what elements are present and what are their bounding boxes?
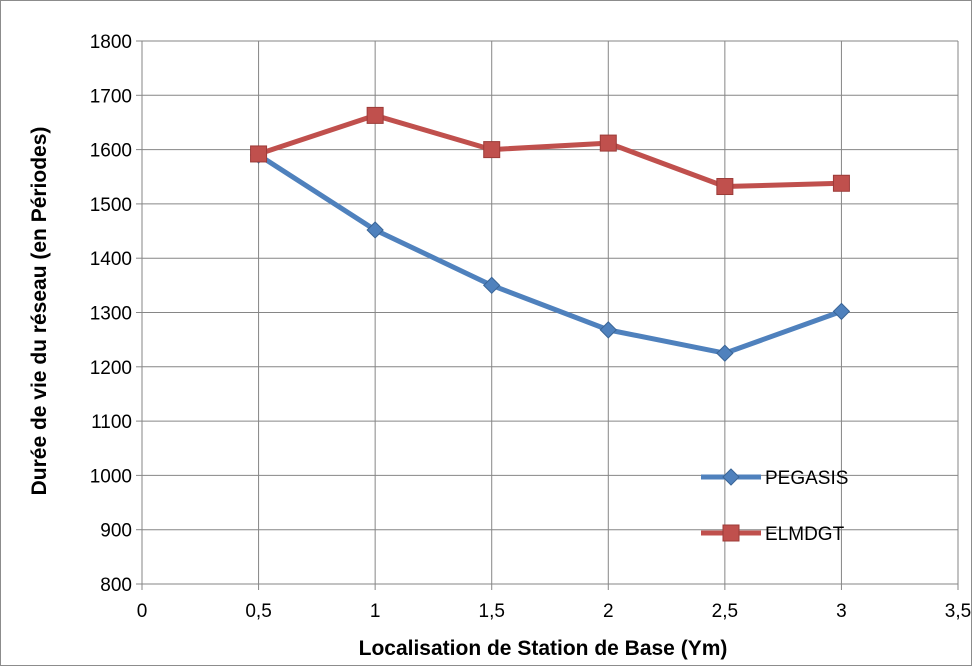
data-point-elmdgt <box>716 178 734 196</box>
x-tick-label: 2 <box>603 601 614 622</box>
y-tick-label: 1700 <box>90 86 132 107</box>
y-tick-label: 1400 <box>90 249 132 270</box>
data-point-pegasis <box>716 344 734 362</box>
data-point-pegasis <box>483 276 501 295</box>
data-point-pegasis <box>832 302 851 321</box>
data-point-elmdgt <box>366 106 384 124</box>
y-tick-label: 1600 <box>90 141 132 162</box>
y-tick-label: 1100 <box>91 412 132 433</box>
series-line-elmdgt <box>257 112 842 190</box>
legend: PEGASIS ELMDGT <box>701 468 848 545</box>
y-tick-label: 1200 <box>90 358 132 379</box>
data-point-elmdgt <box>832 174 850 192</box>
y-tick-labels: 800 900 1000 1100 1200 1300 1400 1500 1600 1700 18… <box>90 32 132 596</box>
y-tick-label: 800 <box>100 575 132 596</box>
series <box>249 106 851 362</box>
x-tick-label: 0 <box>137 601 148 622</box>
data-point-pegasis <box>366 221 384 239</box>
legend-label-pegasis: PEGASIS <box>765 468 848 489</box>
x-tick-label: 1,5 <box>479 601 505 622</box>
axes <box>136 40 959 590</box>
legend-marker-pegasis <box>722 468 740 486</box>
y-tick-label: 1000 <box>90 466 132 487</box>
y-axis-title: Durée de vie du réseau (en Périodes) <box>28 127 51 496</box>
y-tick-label: 1500 <box>90 195 132 216</box>
x-tick-label: 0,5 <box>245 601 271 622</box>
legend-label-elmdgt: ELMDGT <box>765 524 845 545</box>
x-tick-label: 2,5 <box>712 601 738 622</box>
y-tick-label: 900 <box>100 521 132 542</box>
x-tick-label: 1 <box>370 601 381 622</box>
legend-marker-elmdgt <box>722 524 740 542</box>
series-line-pegasis <box>257 152 843 356</box>
x-axis-title: Localisation de Station de Base (Ym) <box>359 637 728 660</box>
x-tick-label: 3 <box>836 601 847 622</box>
y-tick-label: 1300 <box>90 304 132 325</box>
data-point-elmdgt <box>250 145 268 163</box>
data-point-pegasis <box>599 321 617 339</box>
y-tick-label: 1800 <box>90 32 132 53</box>
x-tick-label: 3,5 <box>945 601 971 622</box>
data-point-elmdgt <box>483 141 501 159</box>
x-tick-labels: 0 0,5 1 1,5 2 2,5 3 3,5 <box>137 601 972 622</box>
data-point-elmdgt <box>599 134 617 152</box>
